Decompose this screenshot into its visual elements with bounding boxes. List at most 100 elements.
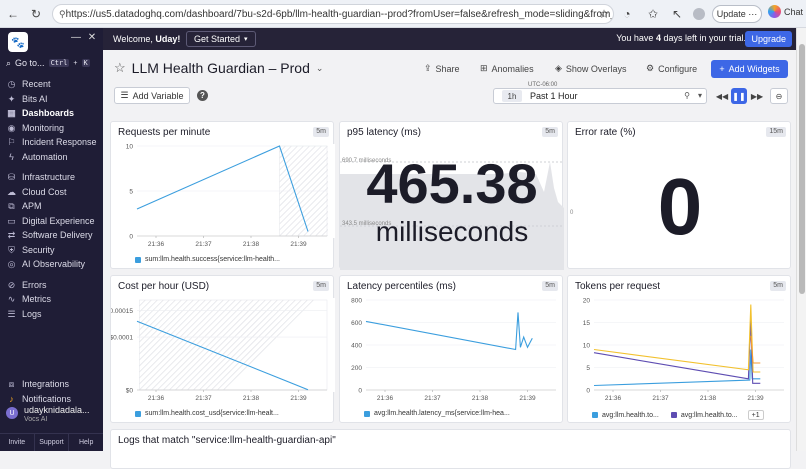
sidebar-item-infrastructure[interactable]: ⛁ Infrastructure [7,171,76,183]
widget-error-rate[interactable]: Error rate (%) 15m 0 0 [567,121,791,269]
hatch-mask [111,298,140,392]
widget-p95-latency[interactable]: p95 latency (ms) 5m 690.7 milliseconds 3… [339,121,564,270]
hatch-mask [328,298,335,392]
x-tick-label: 21:36 [377,395,394,402]
star-bookmark-icon[interactable]: ☆ [598,7,610,21]
chevron-down-icon[interactable]: ⌄ [315,62,324,73]
pin-icon[interactable]: ⚲ [684,91,690,100]
widget-logs[interactable]: Logs that match "service:llm-health-guar… [110,429,791,469]
sidebar-item-software-delivery[interactable]: ⇄ Software Delivery [7,229,93,241]
rollup-badge: 5m [542,127,558,137]
series-line-1 [593,317,761,384]
extension-icon[interactable]: ◔ [623,7,631,21]
infrastructure-icon: ⛁ [7,171,16,182]
address-bar[interactable]: ⚲ https://us5.datadoghq.com/dashboard/7b… [52,4,614,24]
page-scrollbar[interactable] [796,28,806,451]
invite-link[interactable]: Invite [0,434,35,451]
favorites-icon[interactable]: ✩ [647,7,659,21]
hatch-line [169,299,260,391]
support-link[interactable]: Support [35,434,70,451]
rewind-icon[interactable]: ◀◀ [715,91,729,101]
sidebar-item-notifications[interactable]: ♪ Notifications [6,392,101,406]
back-icon[interactable]: ← [7,7,19,21]
close-icon[interactable]: ✕ [87,32,97,43]
widget-cost-per-hour[interactable]: Cost per hour (USD) 5m $0 $0.0001 $0.00015… [110,275,335,423]
more-series-button[interactable]: +1 [747,410,764,420]
x-tick-label: 21:37 [195,395,212,402]
timezone-label: UTC-06:00 [528,82,558,88]
get-started-button[interactable]: Get Started ▾ [186,31,256,47]
widget-title: Logs that match "service:llm-health-guar… [118,435,336,446]
y-tick-label: $0.00015 [111,308,133,315]
profile-icon[interactable] [689,4,709,24]
monitor-screen-icon: ▭ [7,215,16,226]
sidebar-item-ai-observability[interactable]: ◎ AI Observability [7,258,86,270]
help-icon[interactable]: ? [197,90,208,101]
page-title[interactable]: LLM Health Guardian – Prod [131,60,310,76]
widget-tokens-per-request[interactable]: Tokens per request 5m 0 5 10 15 20 21:36 21:37… [567,275,791,423]
gear-icon: ⚙ [646,63,655,73]
integrations-icon: ⧈ [8,378,15,389]
sidebar-item-incident-response[interactable]: ⚐ Incident Response [7,136,97,148]
chart-legend[interactable]: sum:llm.health.success{service:llm-healt… [135,256,280,263]
add-widgets-button[interactable]: + Add Widgets [711,60,788,78]
sidebar-item-integrations[interactable]: ⧈ Integrations [6,377,101,391]
show-overlays-button[interactable]: ◈ Show Overlays [555,63,627,74]
x-tick-label: 21:36 [148,241,165,248]
minimize-icon[interactable]: — [71,32,81,43]
goto-search[interactable]: ⌕ Go to... Ctrl + K [6,57,90,68]
anomalies-button[interactable]: ⊞ Anomalies [480,63,534,74]
star-icon[interactable]: ☆ [114,60,126,75]
time-picker[interactable]: 1h Past 1 Hour ⚲ ▾ [493,88,707,104]
help-link[interactable]: Help [78,439,94,446]
chevron-down-icon[interactable]: ▾ [697,91,702,100]
chart-legend[interactable]: avg:llm.health.latency_ms{service:llm-he… [364,410,510,417]
cloud-icon: ☁ [7,186,16,197]
hatch-line [133,299,224,391]
series-line-3 [750,335,761,364]
share-button[interactable]: ⇪ Share [424,63,460,74]
hatch-line [187,299,278,391]
p95-min-label: 343.5 milliseconds [342,221,392,227]
sidebar-item-automation[interactable]: ϟ Automation [6,150,101,164]
share-icon: ⇪ [424,63,432,73]
add-variable-button[interactable]: ☰ Add Variable [114,87,190,104]
sidebar-item-logs[interactable]: ☰ Logs [7,308,42,320]
hatch-line [211,299,302,391]
sidebar-item-errors[interactable]: ⊘ Errors [7,279,47,291]
sidebar-item-apm[interactable]: ⧉ APM [6,199,101,213]
url-text: https://us5.datadoghq.com/dashboard/7bu-… [65,8,614,20]
sidebar-item-monitoring[interactable]: ◉ Monitoring [7,122,65,134]
x-tick-label: 21:38 [243,241,260,248]
widget-latency-percentiles[interactable]: Latency percentiles (ms) 5m 0 200 400 600 80… [339,275,563,423]
sidebar-item-dashboards[interactable]: ▦ Dashboards [7,107,75,119]
cursor-icon[interactable]: ↖ [671,7,683,21]
rollup-badge: 5m [313,127,329,137]
sidebar-item-cloud-cost[interactable]: ☁ Cloud Cost [7,186,67,198]
chat-button[interactable]: Chat [768,5,803,18]
upgrade-button[interactable]: Upgrade [745,31,792,47]
update-button[interactable]: Update ⋯ [712,5,762,23]
configure-button[interactable]: ⚙ Configure [646,63,698,74]
sidebar-item-recent[interactable]: ◷ Recent [7,78,51,90]
y-tick-label: 0 [129,234,133,241]
hatch-line [223,299,314,391]
forward-icon[interactable]: ▶▶ [750,91,764,101]
widget-title: Error rate (%) [575,127,636,138]
chart-legend[interactable]: avg:llm.health.to... avg:llm.health.to..… [592,410,764,420]
sidebar-item-metrics[interactable]: ∿ Metrics [7,293,51,305]
pause-icon[interactable]: ❚❚ [731,88,747,104]
sidebar-item-digital-experience[interactable]: ▭ Digital Experience [7,215,95,227]
widget-title: Requests per minute [118,127,211,138]
hatch-line [297,197,335,237]
widget-requests-per-minute[interactable]: Requests per minute 5m 0 5 10 21:36 21:37 21:… [110,121,335,269]
site-info-icon[interactable]: ⚲ [59,8,66,19]
hatch-line [205,299,296,391]
sidebar-item-bits-ai[interactable]: ✦ Bits AI [7,93,48,105]
datadog-logo-icon[interactable]: 🐾 [8,32,28,52]
reload-icon[interactable]: ↻ [30,7,42,21]
zoom-out-icon[interactable]: ⊖ [770,88,788,104]
sidebar-item-security[interactable]: ⛨ Security [6,243,101,257]
chart-legend[interactable]: sum:llm.health.cost_usd{service:llm-heal… [135,410,279,417]
